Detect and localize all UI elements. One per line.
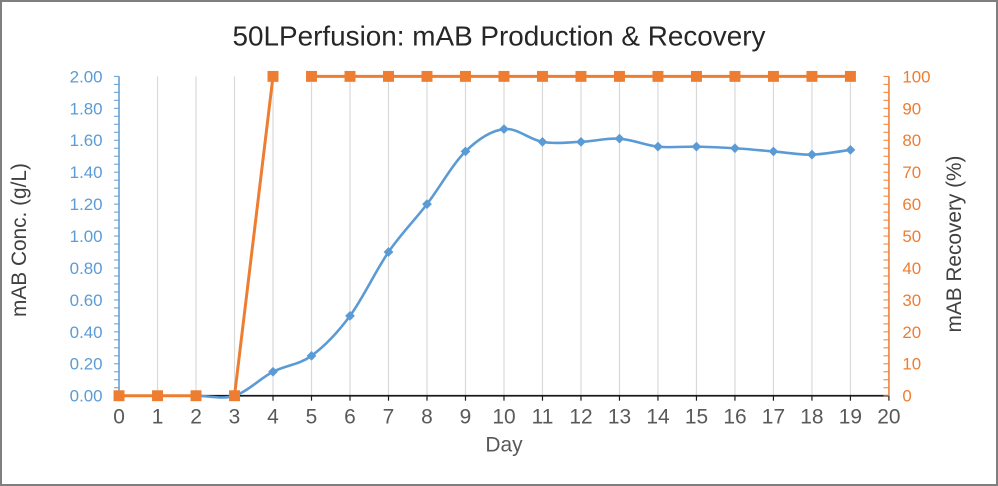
x-tick-label: 20 [877, 406, 900, 429]
x-tick-label: 11 [532, 406, 554, 429]
series-marker-square [844, 70, 856, 82]
series-marker-diamond [499, 124, 509, 134]
series-line-mab-recovery [233, 76, 275, 396]
series-marker-square [767, 70, 779, 82]
series-marker-square [498, 70, 510, 82]
x-tick-label: 7 [383, 406, 395, 429]
right-tick-label: 80 [902, 131, 921, 150]
x-tick-label: 17 [762, 406, 785, 429]
right-tick-label: 50 [902, 227, 921, 246]
right-tick-label: 100 [902, 67, 930, 86]
left-axis-title: mAB Conc. (g/L) [8, 163, 31, 317]
x-tick-label: 6 [344, 406, 356, 429]
x-tick-label: 13 [608, 406, 631, 429]
left-tick-label: 0.40 [70, 323, 103, 342]
left-tick-label: 2.00 [70, 67, 103, 86]
series-marker-diamond [306, 350, 317, 361]
right-tick-label: 60 [902, 195, 921, 214]
x-tick-label: 18 [800, 406, 823, 429]
left-tick-label: 0.00 [70, 387, 103, 406]
left-tick-label: 1.20 [70, 195, 103, 214]
right-tick-label: 0 [902, 387, 911, 406]
series-marker-square [613, 70, 625, 82]
series-marker-diamond [422, 199, 432, 209]
left-tick-label: 1.40 [70, 163, 103, 182]
series-line-mab-conc [117, 127, 852, 399]
x-tick-label: 16 [723, 406, 746, 429]
series-marker-square [729, 70, 741, 82]
series-marker-square [383, 70, 394, 82]
series-marker-square [652, 70, 664, 82]
series-marker-diamond [383, 247, 394, 257]
x-tick-label: 14 [646, 406, 669, 429]
series-marker-diamond [268, 366, 278, 377]
left-tick-label: 0.20 [70, 355, 103, 374]
right-tick-label: 40 [902, 259, 921, 278]
series-marker-diamond [730, 143, 740, 154]
x-tick-label: 12 [569, 406, 592, 429]
series-marker-square [460, 70, 471, 82]
left-tick-label: 0.60 [70, 291, 103, 310]
series-marker-diamond [537, 136, 548, 147]
series-marker-square [421, 70, 433, 82]
right-tick-label: 70 [902, 163, 921, 182]
left-tick-label: 1.00 [70, 227, 103, 246]
left-tick-label: 1.80 [70, 99, 103, 118]
series-marker-diamond [845, 144, 856, 155]
series-marker-square [229, 390, 240, 402]
x-tick-label: 3 [229, 406, 241, 429]
series-marker-square [536, 70, 548, 82]
left-tick-label: 1.60 [70, 131, 103, 150]
series-marker-diamond [460, 146, 471, 157]
series-marker-square [113, 390, 125, 402]
x-tick-label: 5 [306, 406, 318, 429]
series-marker-square [344, 70, 356, 82]
series-marker-diamond [614, 133, 625, 144]
right-axis-title: mAB Recovery (%) [943, 156, 966, 333]
x-tick-label: 8 [421, 406, 433, 429]
x-tick-label: 10 [492, 406, 515, 429]
left-tick-label: 0.80 [70, 259, 103, 278]
chart-title: 50LPerfusion: mAB Production & Recovery [233, 21, 766, 52]
series-marker-diamond [345, 311, 355, 321]
series-marker-square [806, 70, 818, 82]
x-tick-label: 0 [113, 406, 125, 429]
series-marker-diamond [691, 141, 702, 152]
series-marker-diamond [576, 136, 586, 147]
series-marker-diamond [807, 149, 817, 160]
x-tick-label: 1 [152, 406, 164, 429]
x-tick-label: 2 [190, 406, 202, 429]
series-marker-diamond [653, 141, 663, 152]
right-tick-label: 10 [902, 355, 921, 374]
x-tick-label: 4 [267, 406, 279, 429]
x-tick-label: 15 [685, 406, 708, 429]
series-marker-square [690, 70, 702, 82]
x-tick-label: 19 [839, 406, 862, 429]
series-marker-diamond [768, 146, 779, 157]
x-axis-title: Day [485, 433, 523, 456]
series-marker-square [306, 70, 317, 82]
right-tick-label: 30 [902, 291, 921, 310]
series-marker-square [190, 390, 202, 402]
series-marker-square [575, 70, 587, 82]
series-marker-square [267, 70, 279, 82]
right-tick-label: 90 [902, 99, 921, 118]
plot-generated-layer: 0.00 0.20 0.40 0.60 0.80 1.00 1.20 1.40 1.60 1.80… [70, 67, 931, 428]
x-tick-label: 9 [460, 406, 472, 429]
right-tick-label: 20 [902, 323, 921, 342]
series-marker-square [152, 390, 164, 402]
